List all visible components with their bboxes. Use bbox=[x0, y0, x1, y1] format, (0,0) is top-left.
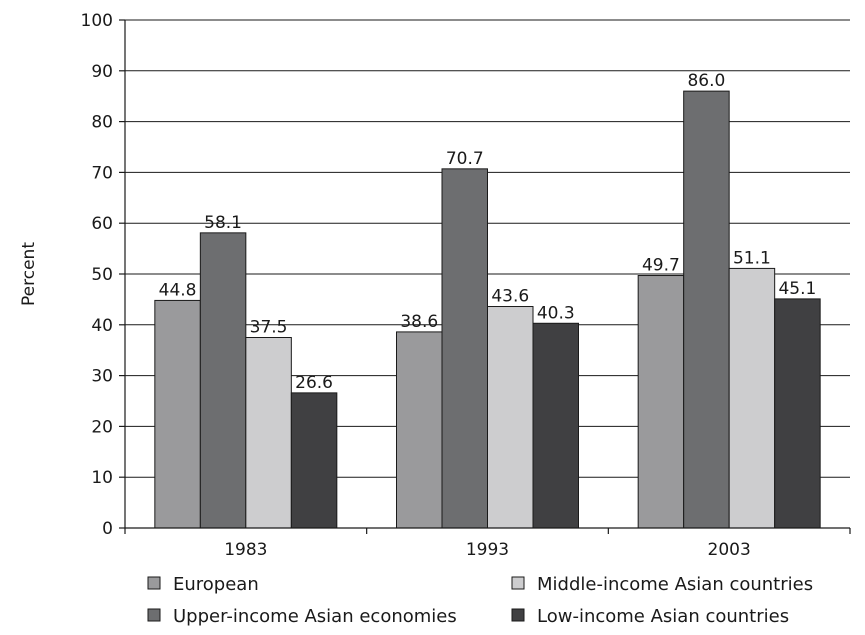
legend-swatch bbox=[147, 608, 161, 622]
legend-label: Low-income Asian countries bbox=[537, 606, 789, 627]
data-label: 40.3 bbox=[537, 303, 575, 323]
data-label: 58.1 bbox=[204, 213, 242, 233]
y-tick-label: 50 bbox=[91, 265, 113, 285]
legend-label: European bbox=[173, 574, 259, 595]
bar bbox=[290, 392, 338, 529]
legend-swatch bbox=[511, 608, 525, 622]
y-tick-label: 100 bbox=[81, 11, 113, 31]
data-label: 51.1 bbox=[733, 248, 771, 268]
bar bbox=[199, 232, 247, 529]
y-tick-label: 60 bbox=[91, 214, 113, 234]
x-tick-label: 2003 bbox=[708, 540, 751, 560]
data-label: 26.6 bbox=[295, 373, 333, 393]
y-axis-title: Percent bbox=[19, 242, 39, 306]
x-tick-label: 1983 bbox=[224, 540, 267, 560]
legend: European Upper-income Asian economies Midd… bbox=[147, 574, 813, 627]
bar bbox=[728, 267, 776, 529]
data-labels: 44.8 58.1 37.5 26.6 38.6 70.7 43.6 40.3 49.7 86.0… bbox=[159, 71, 817, 393]
legend-label: Upper-income Asian economies bbox=[173, 606, 457, 627]
bars bbox=[154, 90, 821, 529]
y-tick-label: 0 bbox=[102, 519, 113, 539]
data-label: 70.7 bbox=[446, 149, 484, 169]
legend-swatch bbox=[147, 576, 161, 590]
y-tick-label: 70 bbox=[91, 163, 113, 183]
bar bbox=[774, 298, 821, 529]
bar bbox=[245, 337, 292, 529]
x-tick-label: 1993 bbox=[466, 540, 509, 560]
data-label: 37.5 bbox=[250, 318, 288, 338]
data-label: 45.1 bbox=[778, 279, 816, 299]
legend-swatch bbox=[511, 576, 525, 590]
data-label: 44.8 bbox=[159, 280, 197, 300]
y-tick-label: 80 bbox=[91, 113, 113, 133]
y-tick-label: 40 bbox=[91, 316, 113, 336]
data-label: 49.7 bbox=[642, 256, 680, 276]
x-axis-ticks: 1983 1993 2003 bbox=[124, 528, 851, 560]
bar bbox=[154, 299, 201, 529]
y-tick-label: 20 bbox=[91, 417, 113, 437]
y-tick-label: 30 bbox=[91, 367, 113, 387]
y-axis-ticks: 0 10 20 30 40 50 60 70 80 90 100 bbox=[81, 11, 125, 539]
bar bbox=[683, 90, 730, 529]
data-label: 86.0 bbox=[687, 71, 725, 91]
data-label: 43.6 bbox=[491, 287, 529, 307]
bar bbox=[441, 168, 488, 529]
bar bbox=[532, 322, 579, 529]
bar bbox=[487, 306, 534, 529]
bar bbox=[396, 331, 443, 529]
data-label: 38.6 bbox=[400, 312, 438, 332]
y-tick-label: 90 bbox=[91, 62, 113, 82]
y-tick-label: 10 bbox=[91, 468, 113, 488]
bar bbox=[637, 275, 685, 529]
legend-label: Middle-income Asian countries bbox=[537, 574, 813, 595]
